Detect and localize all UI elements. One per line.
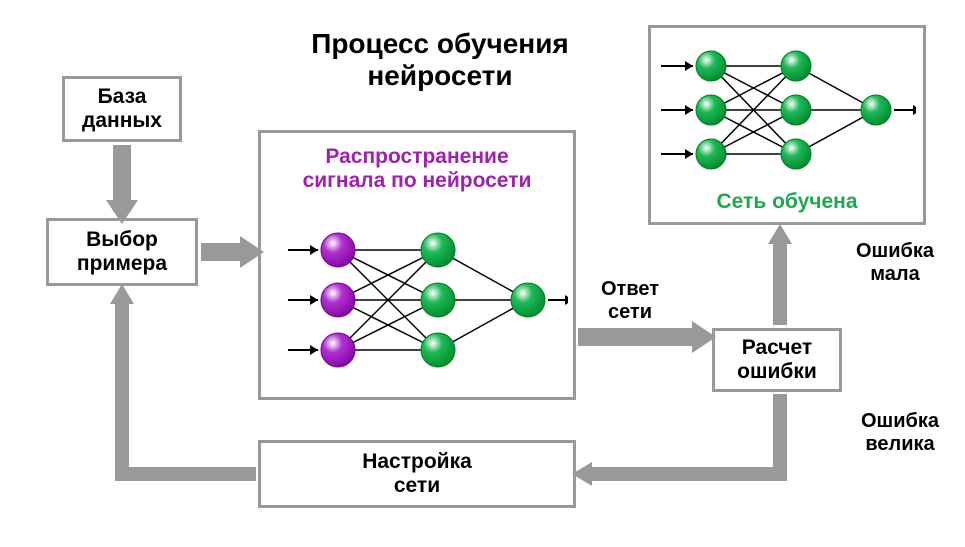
error-large-label: Ошибка велика <box>845 410 955 456</box>
propagation-title: Распространение сигнала по нейросети <box>258 145 576 193</box>
error-small-label: Ошибка мала <box>845 240 945 286</box>
nn-trained-svg <box>656 35 916 185</box>
tune-network-box: Настройка сети <box>258 440 576 508</box>
error-calc-box: Расчет ошибки <box>712 328 842 392</box>
nn-main <box>268 215 568 385</box>
choose-example-box: Выбор примера <box>46 218 198 286</box>
nn-trained <box>656 35 916 185</box>
trained-title: Сеть обучена <box>648 190 926 214</box>
diagram-title: Процесс обучения нейросети <box>280 28 600 92</box>
nn-main-svg <box>268 215 568 385</box>
network-response-label: Ответ сети <box>585 278 675 324</box>
database-box: База данных <box>62 76 182 142</box>
